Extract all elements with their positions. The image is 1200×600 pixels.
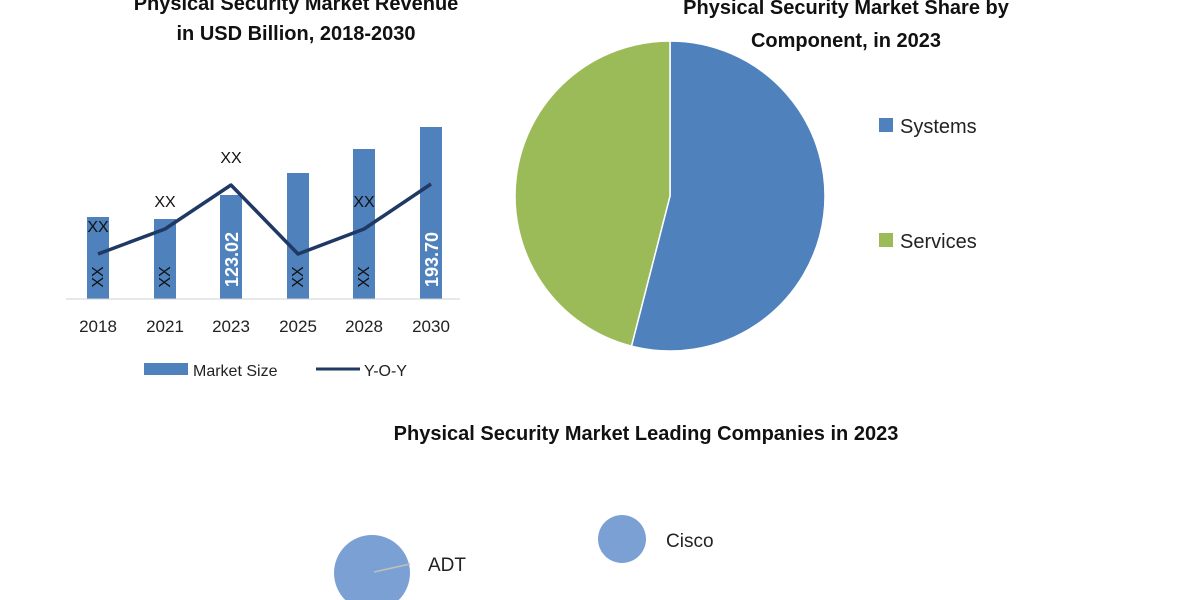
legend-market-size-swatch [144,363,188,375]
pie-slices [514,40,826,352]
bubble-adt-label: ADT [428,555,466,576]
companies-chart-title: Physical Security Market Leading Compani… [394,423,899,445]
share-chart-title-line2: Component, in 2023 [751,30,941,52]
legend-market-size-label: Market Size [193,363,278,380]
legend-systems-label: Systems [900,116,977,138]
legend-services-swatch [879,233,893,247]
x-tick-2028: 2028 [345,317,383,336]
bubble-adt-leader-line [373,563,411,573]
x-tick-2018: 2018 [79,317,117,336]
yoy-line-series: XX XX XX XX [87,150,432,256]
revenue-chart: Physical Security Market Revenue in USD … [66,0,460,380]
legend-services-label: Services [900,231,977,253]
bar-2021 [154,219,176,299]
legend-yoy-label: Y-O-Y [364,363,407,380]
revenue-legend: Market Size Y-O-Y [144,363,407,380]
yoy-value-label-2021: XX [154,194,176,211]
bar-value-label-2018: XX [90,266,107,288]
pie-slice-services [514,40,671,348]
bar-2023 [220,195,242,299]
bar-value-label-2030: 193.70 [422,232,442,287]
bar-2030 [420,127,442,299]
bubble-cisco [598,515,646,563]
yoy-value-label-2028: XX [353,194,375,211]
share-chart-title-line1: Physical Security Market Share by [683,0,1010,19]
yoy-value-label-2023: XX [220,150,242,167]
pie-slice-systems [630,40,826,352]
x-tick-2023: 2023 [212,317,250,336]
companies-chart: Physical Security Market Leading Compani… [334,423,898,600]
revenue-chart-title-line2: in USD Billion, 2018-2030 [177,23,416,45]
bar-value-label-2025: XX [290,266,307,288]
legend-systems-swatch [879,118,893,132]
bubble-adt [334,535,410,600]
share-chart: Physical Security Market Share by Compon… [514,0,1010,352]
bar-value-label-2021: XX [157,266,174,288]
yoy-line [97,182,432,256]
x-tick-2030: 2030 [412,317,450,336]
revenue-chart-title-line1: Physical Security Market Revenue [134,0,459,15]
pie-legend: Systems Services [879,116,977,253]
bar-value-label-2028: XX [356,266,373,288]
yoy-value-label-2018: XX [87,219,109,236]
x-axis-ticks: 2018 2021 2023 2025 2028 2030 [79,317,450,336]
x-tick-2025: 2025 [279,317,317,336]
bar-series: XX XX 123.02 XX XX 193.70 [87,127,442,299]
x-tick-2021: 2021 [146,317,184,336]
bar-2018 [87,217,109,299]
bar-value-label-2023: 123.02 [222,232,242,287]
bar-2028 [353,149,375,299]
bar-2025 [287,173,309,299]
bubble-cisco-label: Cisco [666,531,714,552]
